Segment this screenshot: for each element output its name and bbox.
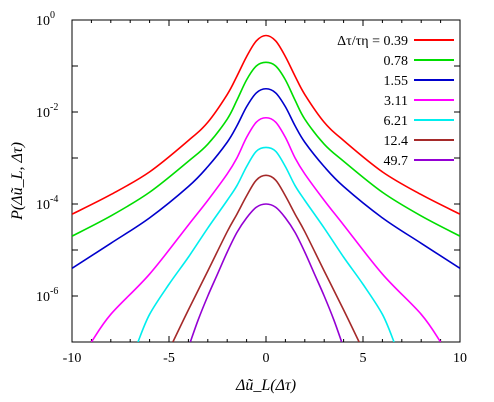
axes-layer: -10 -5 0 5 10 100 10-2 10-4 10-6 Δũ_L(Δτ) P(Δũ_L, … bbox=[9, 10, 467, 394]
x-tick-label: 0 bbox=[263, 351, 270, 366]
y-tick-exponent: 0 bbox=[50, 10, 55, 21]
y-tick-exponent: -2 bbox=[50, 102, 58, 113]
legend-label-12.4: 12.4 bbox=[384, 134, 409, 149]
x-tick-label: 5 bbox=[360, 351, 367, 366]
y-tick-exponent: -4 bbox=[50, 194, 58, 205]
y-tick-label: 100 bbox=[36, 10, 55, 29]
legend-label-1.55: 1.55 bbox=[384, 74, 409, 89]
legend-layer: Δτ/τη = 0.39 0.78 1.55 3.11 6.21 12.4 49.7 bbox=[337, 34, 454, 169]
series-line-49.7 bbox=[189, 203, 343, 342]
y-tick-label: 10-4 bbox=[36, 194, 58, 213]
legend-label-3.11: 3.11 bbox=[384, 94, 408, 109]
x-tick-label: -10 bbox=[63, 351, 82, 366]
x-axis-label: Δũ_L(Δτ) bbox=[235, 377, 296, 394]
plot-layer bbox=[72, 34, 460, 342]
y-tick-exponent: -6 bbox=[50, 286, 58, 297]
x-tick-label: 10 bbox=[453, 351, 467, 366]
legend-label-0.78: 0.78 bbox=[384, 54, 409, 69]
y-tick-label: 10-2 bbox=[36, 102, 58, 121]
series-line-12.4 bbox=[172, 174, 360, 342]
x-tick-label: -5 bbox=[163, 351, 175, 366]
y-tick-label: 10-6 bbox=[36, 286, 58, 305]
series-line-6.21 bbox=[137, 146, 395, 342]
legend-label-0.39: Δτ/τη = 0.39 bbox=[337, 34, 408, 49]
legend-label-49.7: 49.7 bbox=[384, 154, 409, 169]
series-line-3.11 bbox=[90, 116, 442, 342]
series-line-0.78 bbox=[72, 61, 460, 237]
series-line-1.55 bbox=[72, 87, 460, 269]
series-line-0.39 bbox=[72, 34, 460, 215]
legend-label-6.21: 6.21 bbox=[384, 114, 409, 129]
y-axis-label: P(Δũ_L, Δτ) bbox=[9, 142, 26, 221]
